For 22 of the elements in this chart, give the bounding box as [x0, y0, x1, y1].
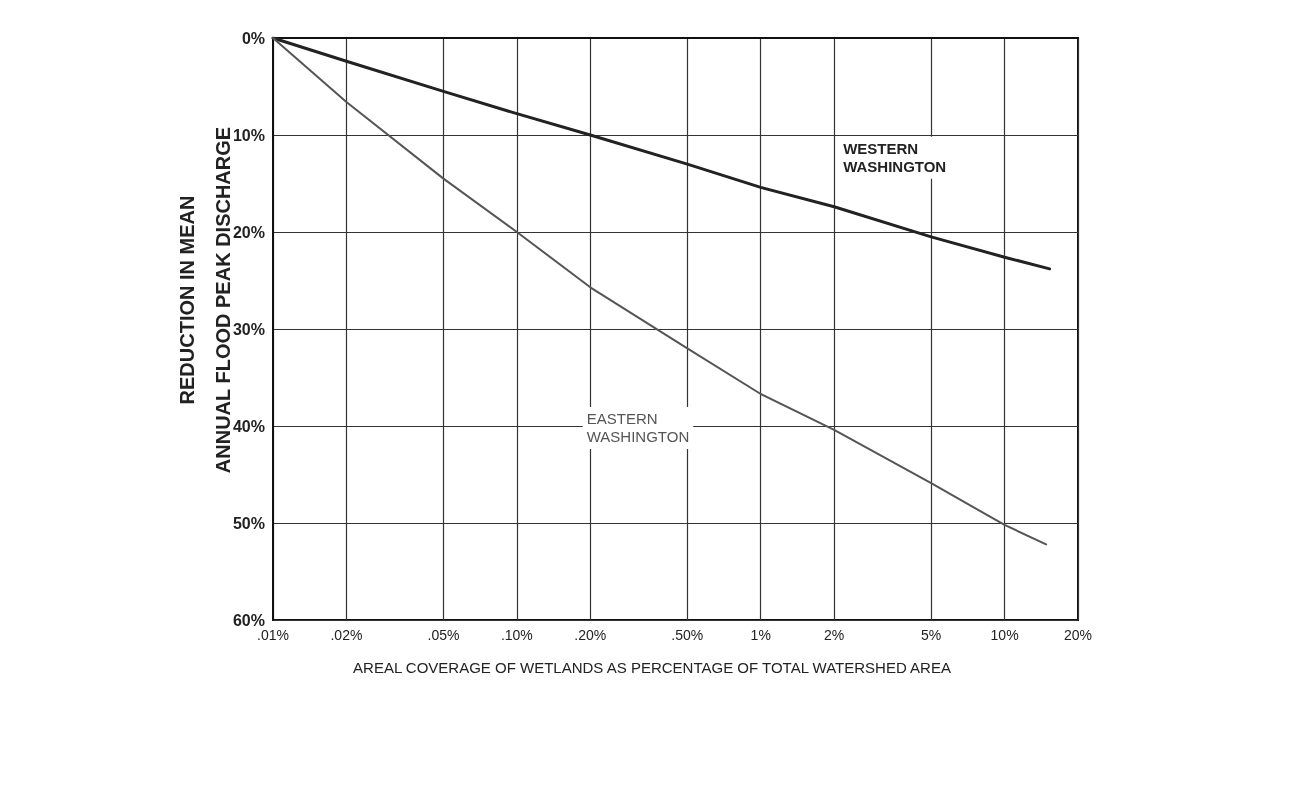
y-tick-label: 40%	[232, 417, 265, 435]
x-tick-label: .20%	[574, 627, 607, 643]
x-tick-label: .02%	[330, 627, 363, 643]
x-tick-label: .01%	[257, 627, 289, 643]
x-axis-title: AREAL COVERAGE OF WETLANDS AS PERCENTAGE OF TOTAL WATERSHED AREA	[353, 659, 951, 676]
x-tick-label: 10%	[990, 627, 1019, 643]
y-tick-label: 60%	[232, 611, 265, 629]
x-tick-label: .10%	[500, 627, 533, 643]
y-axis-title: REDUCTION IN MEAN ANNUAL FLOOD PEAK DISCHARGE	[176, 126, 234, 474]
y-tick-label: 50%	[232, 514, 265, 532]
y-tick-label: 0%	[241, 29, 265, 47]
x-tick-label: .05%	[427, 627, 460, 643]
text: EASTERN WASHINGTON	[586, 410, 690, 446]
x-tick-label: 20%	[1063, 627, 1093, 643]
y-tick-label: 30%	[232, 320, 265, 338]
x-tick-label: .50%	[671, 627, 704, 643]
x-tick-label: 1%	[750, 627, 771, 643]
y-tick-label: 20%	[232, 223, 265, 241]
x-tick-label: 5%	[921, 627, 942, 643]
text: WESTERN WASHINGTON	[843, 140, 947, 176]
y-tick-label: 10%	[232, 126, 265, 144]
x-tick-label: 2%	[824, 627, 845, 643]
